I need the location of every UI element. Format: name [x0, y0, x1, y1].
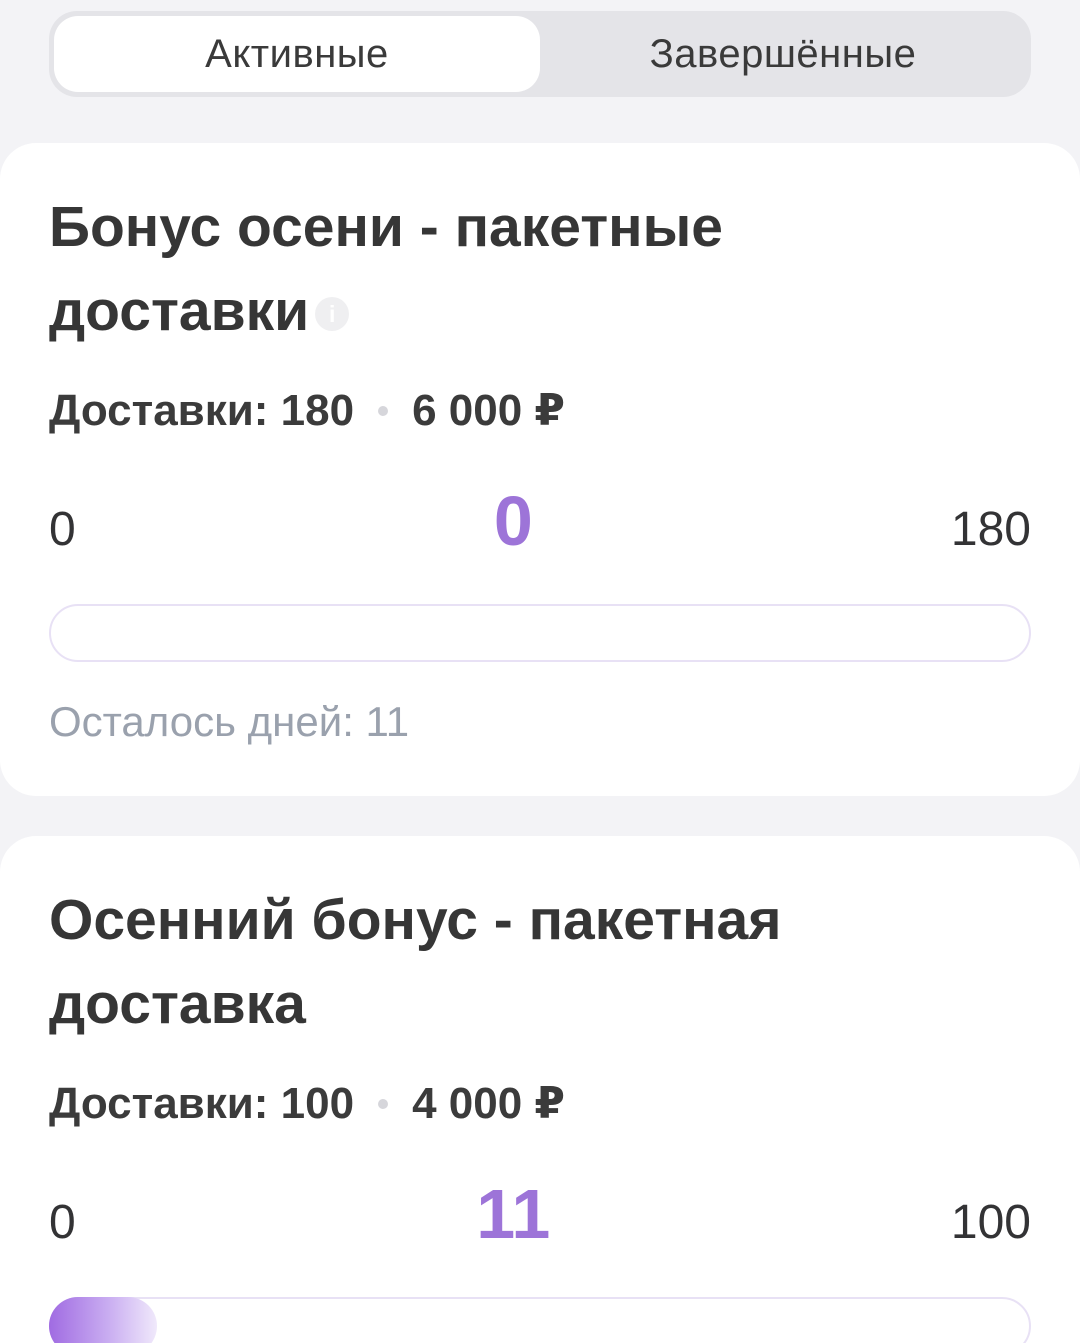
- bonus-card: Бонус осени - пакетные доставки i Доставк…: [0, 143, 1080, 796]
- progress-max-label: 180: [950, 503, 1031, 556]
- progress-min-label: 0: [49, 503, 76, 556]
- progress-bar: [49, 1297, 1031, 1343]
- deliveries-count: Доставки: 180: [49, 386, 355, 435]
- progress-max-label: 100: [950, 1196, 1031, 1249]
- meta-row: Доставки: 100 4 000 ₽: [49, 1078, 1031, 1130]
- card-title: Бонус осени - пакетные доставки i: [49, 185, 839, 353]
- meta-row: Доставки: 180 6 000 ₽: [49, 385, 1031, 437]
- reward-amount: 4 000 ₽: [412, 1079, 566, 1128]
- progress-min-label: 0: [49, 1196, 76, 1249]
- progress-current-value: 11: [476, 1175, 551, 1253]
- progress-fill: [49, 1297, 157, 1343]
- reward-amount: 6 000 ₽: [412, 386, 566, 435]
- tab-active[interactable]: Активные: [54, 16, 540, 92]
- deliveries-count: Доставки: 100: [49, 1079, 355, 1128]
- progress-current-value: 0: [493, 482, 533, 560]
- days-left-label: Осталось дней: 11: [49, 698, 410, 745]
- dot-separator-icon: [378, 406, 389, 416]
- progress-labels: 0 11 100: [49, 1178, 1031, 1259]
- progress-labels: 0 0 180: [49, 485, 1031, 566]
- info-icon[interactable]: i: [315, 297, 350, 331]
- tabs-segmented-control: Активные Завершённые: [49, 11, 1031, 97]
- card-title-text: Осенний бонус - пакетная доставка: [49, 888, 782, 1036]
- bonus-card: Осенний бонус - пакетная доставка Достав…: [0, 836, 1080, 1343]
- progress-bar: [49, 604, 1031, 662]
- dot-separator-icon: [378, 1099, 389, 1109]
- card-title: Осенний бонус - пакетная доставка: [49, 878, 1029, 1046]
- tab-completed[interactable]: Завершённые: [649, 31, 917, 76]
- card-title-text: Бонус осени - пакетные доставки: [49, 195, 723, 343]
